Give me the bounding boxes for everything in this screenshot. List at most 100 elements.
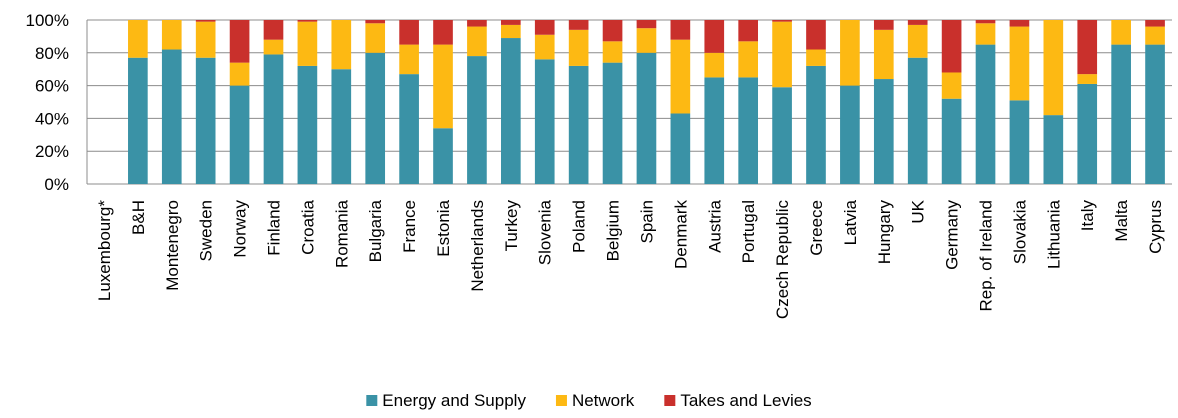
x-tick-label: Czech Republic xyxy=(773,200,792,320)
bar-segment xyxy=(738,41,758,77)
bar-segment xyxy=(467,27,487,57)
bar-segment xyxy=(908,25,928,58)
bar-segment xyxy=(637,53,657,184)
bar-segment xyxy=(535,20,555,35)
bar-segment xyxy=(637,28,657,53)
bars xyxy=(128,20,1165,184)
x-tick-label: Sweden xyxy=(197,200,216,261)
x-tick-label: Austria xyxy=(705,199,724,252)
x-tick-label: Cyprus xyxy=(1146,200,1165,254)
x-tick-label: Slovakia xyxy=(1010,199,1029,264)
bar-segment xyxy=(399,74,419,184)
bar-segment xyxy=(738,20,758,41)
bar-segment xyxy=(772,20,792,22)
bar-segment xyxy=(704,20,724,53)
bar-segment xyxy=(942,99,962,184)
bar-segment xyxy=(196,22,216,58)
bar-segment xyxy=(569,66,589,184)
bar-segment xyxy=(603,63,623,184)
bar-segment xyxy=(704,53,724,78)
bar-segment xyxy=(569,30,589,66)
y-tick-label: 60% xyxy=(35,77,69,96)
bar-segment xyxy=(331,20,351,69)
x-tick-label: Hungary xyxy=(875,200,894,265)
bar-segment xyxy=(806,50,826,66)
bar-segment xyxy=(671,113,691,184)
y-axis-ticks: 0% 20% 40% 60% 80% 100% xyxy=(26,11,69,194)
bar-segment xyxy=(535,35,555,60)
x-tick-label: Germany xyxy=(943,200,962,270)
bar-segment xyxy=(264,20,284,40)
bar-segment xyxy=(433,128,453,184)
bar-segment xyxy=(840,20,860,86)
x-tick-label: Netherlands xyxy=(468,200,487,292)
bar-segment xyxy=(365,53,385,184)
bar-segment xyxy=(772,87,792,184)
x-tick-label: France xyxy=(400,200,419,253)
bar-segment xyxy=(840,86,860,184)
bar-segment xyxy=(874,30,894,79)
x-tick-label: UK xyxy=(909,199,928,223)
x-tick-label: Luxembourg* xyxy=(95,200,114,302)
bar-segment xyxy=(1145,27,1165,45)
bar-segment xyxy=(1111,20,1131,45)
legend: Energy and Supply Network Takes and Levies xyxy=(366,391,811,410)
x-tick-label: Rep. of Ireland xyxy=(977,200,996,312)
bar-segment xyxy=(942,20,962,72)
legend-swatch xyxy=(366,395,377,406)
bar-segment xyxy=(603,41,623,62)
bar-segment xyxy=(603,20,623,41)
x-tick-label: Denmark xyxy=(671,200,690,269)
bar-segment xyxy=(501,25,521,38)
bar-segment xyxy=(1043,115,1063,184)
legend-swatch xyxy=(664,395,675,406)
bar-segment xyxy=(298,66,318,184)
bar-segment xyxy=(162,50,182,184)
bar-segment xyxy=(230,86,250,184)
bar-segment xyxy=(298,20,318,22)
x-tick-label: Montenegro xyxy=(163,200,182,291)
bar-segment xyxy=(976,23,996,44)
bar-segment xyxy=(128,20,148,58)
x-tick-label: Slovenia xyxy=(536,199,555,265)
bar-segment xyxy=(874,20,894,30)
x-tick-label: Italy xyxy=(1078,200,1097,232)
bar-segment xyxy=(196,20,216,22)
bar-segment xyxy=(162,20,182,50)
y-tick-label: 80% xyxy=(35,44,69,63)
bar-segment xyxy=(908,58,928,184)
bar-segment xyxy=(128,58,148,184)
x-tick-label: Spain xyxy=(637,200,656,243)
x-tick-label: Croatia xyxy=(298,199,317,254)
x-tick-label: Malta xyxy=(1112,199,1131,241)
bar-segment xyxy=(1010,100,1030,184)
bar-segment xyxy=(365,23,385,53)
x-tick-label: Bulgaria xyxy=(366,199,385,262)
bar-segment xyxy=(399,20,419,45)
bar-segment xyxy=(806,66,826,184)
bar-segment xyxy=(467,20,487,27)
bar-segment xyxy=(331,69,351,184)
y-tick-label: 40% xyxy=(35,109,69,128)
bar-segment xyxy=(874,79,894,184)
bar-segment xyxy=(1145,20,1165,27)
bar-segment xyxy=(365,20,385,23)
x-tick-label: Norway xyxy=(231,200,250,258)
bar-segment xyxy=(433,20,453,45)
bar-segment xyxy=(298,22,318,66)
bar-segment xyxy=(1010,27,1030,101)
bar-segment xyxy=(1077,84,1097,184)
x-tick-label: Lithuania xyxy=(1044,199,1063,269)
bar-segment xyxy=(569,20,589,30)
x-tick-label: B&H xyxy=(129,200,148,235)
bar-segment xyxy=(230,20,250,63)
bar-segment xyxy=(1145,45,1165,184)
bar-segment xyxy=(671,20,691,40)
legend-label: Network xyxy=(572,391,635,410)
legend-label: Takes and Levies xyxy=(680,391,811,410)
bar-segment xyxy=(1077,20,1097,74)
x-tick-label: Belgium xyxy=(604,200,623,261)
y-tick-label: 0% xyxy=(44,175,69,194)
